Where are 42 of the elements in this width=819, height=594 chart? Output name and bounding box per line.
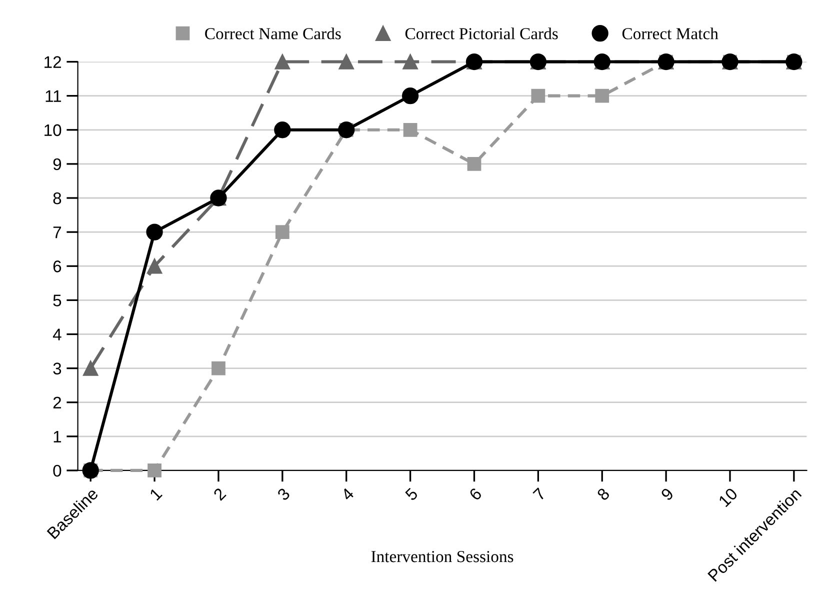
point: [531, 88, 546, 103]
y-tick-label: 9: [53, 158, 62, 170]
point: [595, 88, 610, 103]
x-tick-label: 7: [532, 487, 546, 501]
x-tick-label: 9: [660, 487, 674, 502]
x-tick-label: 2: [212, 487, 226, 501]
x-tick-label: 1: [149, 487, 162, 501]
point: [402, 88, 419, 104]
y-tick-label: 1: [54, 430, 62, 442]
y-tick-label: 12: [44, 56, 61, 68]
legend-label: Correct Name Cards: [205, 28, 341, 40]
legend-label: Correct Pictorial Cards: [405, 28, 558, 40]
x-tick-label: 10: [718, 487, 738, 508]
point: [212, 361, 226, 376]
y-tick-label: 6: [53, 260, 62, 272]
y-tick-label: 4: [52, 328, 62, 340]
x-axis-title: Intervention Sessions: [371, 550, 514, 562]
y-tick-label: 7: [53, 226, 61, 238]
y-tick-label: 11: [46, 90, 62, 102]
point: [402, 54, 418, 70]
y-tick-label: 5: [53, 294, 62, 306]
point: [275, 225, 290, 239]
x-tick-label: 6: [468, 487, 482, 502]
point: [146, 224, 163, 240]
point: [82, 360, 98, 376]
point: [338, 54, 354, 70]
legend-label: Correct Match: [622, 28, 718, 40]
y-tick-label: 10: [44, 124, 62, 136]
y-tick-label: 3: [53, 362, 62, 374]
point: [274, 54, 290, 70]
point: [274, 122, 291, 138]
x-tick-label: 4: [340, 487, 355, 502]
point: [403, 122, 418, 137]
point: [148, 464, 162, 478]
point: [146, 258, 162, 274]
x-tick-label: 5: [404, 487, 418, 502]
y-tick-label: 8: [53, 192, 62, 204]
x-tick-label: 8: [596, 487, 610, 502]
y-tick-label: 0: [53, 464, 62, 477]
point: [467, 157, 482, 171]
y-tick-label: 2: [53, 396, 61, 408]
x-tick-label: 3: [276, 487, 291, 502]
